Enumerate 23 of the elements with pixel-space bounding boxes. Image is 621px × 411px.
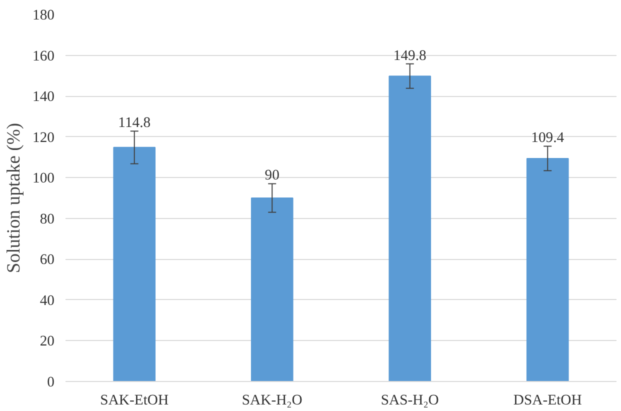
bar: [250, 198, 294, 382]
data-label: 114.8: [118, 115, 151, 132]
y-tick-label: 80: [40, 211, 54, 228]
data-label: 90: [264, 168, 280, 184]
y-tick-label: 20: [40, 334, 54, 350]
y-tick-label: 100: [32, 170, 54, 187]
x-tick-label: SAS-H₂O: [380, 392, 439, 408]
y-tick-label: 140: [32, 89, 54, 106]
y-tick-label: 120: [32, 130, 54, 146]
x-tick-label: SAK-H₂O: [242, 392, 302, 408]
x-tick-label: DSA-EtOH: [513, 392, 582, 408]
y-tick-label: 60: [40, 252, 54, 268]
data-label: 109.4: [531, 130, 565, 146]
bar: [388, 76, 432, 382]
y-tick-label: 40: [40, 292, 54, 309]
bar: [526, 158, 569, 382]
y-tick-label: 0: [47, 374, 54, 390]
x-tick-label: SAK-EtOH: [100, 392, 169, 408]
y-tick-label: 160: [32, 48, 54, 64]
y-axis-title: Solution uptake (%): [4, 122, 25, 274]
y-tick-label: 180: [32, 8, 54, 24]
data-label: 149.8: [393, 48, 426, 64]
bar: [113, 146, 156, 382]
